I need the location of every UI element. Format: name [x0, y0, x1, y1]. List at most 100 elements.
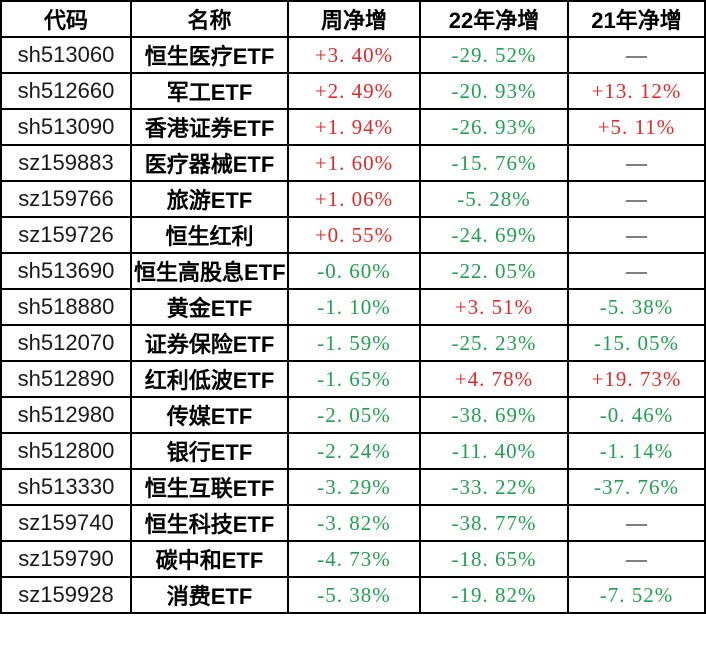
y21-change-cell: — [567, 504, 706, 542]
code-cell: sh512070 [0, 324, 132, 362]
week-change-cell: -5. 38% [287, 576, 421, 614]
week-change-cell: -4. 73% [287, 540, 421, 578]
y22-change-cell: -5. 28% [419, 180, 569, 218]
y22-change-cell: -11. 40% [419, 432, 569, 470]
name-cell: 恒生科技ETF [130, 504, 289, 542]
y22-change-cell: -20. 93% [419, 72, 569, 110]
name-cell: 恒生高股息ETF [130, 252, 289, 290]
name-cell: 红利低波ETF [130, 360, 289, 398]
name-cell: 恒生互联ETF [130, 468, 289, 506]
y21-change-cell: +13. 12% [567, 72, 706, 110]
y21-change-cell: -5. 38% [567, 288, 706, 326]
name-cell: 旅游ETF [130, 180, 289, 218]
y22-change-cell: +4. 78% [419, 360, 569, 398]
week-change-cell: -1. 59% [287, 324, 421, 362]
code-cell: sz159726 [0, 216, 132, 254]
y21-change-cell: — [567, 216, 706, 254]
table-row: sh513090 香港证券ETF +1. 94% -26. 93% +5. 11% [0, 108, 706, 146]
code-cell: sh513690 [0, 252, 132, 290]
week-change-cell: -3. 82% [287, 504, 421, 542]
table-row: sh512660 军工ETF +2. 49% -20. 93% +13. 12% [0, 72, 706, 110]
week-change-cell: +1. 94% [287, 108, 421, 146]
y22-change-cell: -26. 93% [419, 108, 569, 146]
y21-change-cell: -0. 46% [567, 396, 706, 434]
column-header-2: 周净增 [287, 0, 421, 38]
code-cell: sz159883 [0, 144, 132, 182]
name-cell: 消费ETF [130, 576, 289, 614]
name-cell: 碳中和ETF [130, 540, 289, 578]
table-row: sh518880 黄金ETF -1. 10% +3. 51% -5. 38% [0, 288, 706, 326]
table-row: sz159883 医疗器械ETF +1. 60% -15. 76% — [0, 144, 706, 182]
y21-change-cell: — [567, 540, 706, 578]
y22-change-cell: +3. 51% [419, 288, 569, 326]
week-change-cell: +1. 06% [287, 180, 421, 218]
code-cell: sz159928 [0, 576, 132, 614]
y21-change-cell: — [567, 252, 706, 290]
code-cell: sz159790 [0, 540, 132, 578]
name-cell: 恒生医疗ETF [130, 36, 289, 74]
table-row: sh512070 证券保险ETF -1. 59% -25. 23% -15. 05% [0, 324, 706, 362]
etf-change-table: 代码 名称 周净增 22年净增 21年净增 sh513060 恒生医疗ETF +3. 40%… [0, 0, 706, 614]
table-row: sz159766 旅游ETF +1. 06% -5. 28% — [0, 180, 706, 218]
y22-change-cell: -24. 69% [419, 216, 569, 254]
y22-change-cell: -29. 52% [419, 36, 569, 74]
table-row: sh513060 恒生医疗ETF +3. 40% -29. 52% — [0, 36, 706, 74]
week-change-cell: -3. 29% [287, 468, 421, 506]
column-header-3: 22年净增 [419, 0, 569, 38]
y22-change-cell: -33. 22% [419, 468, 569, 506]
y22-change-cell: -19. 82% [419, 576, 569, 614]
name-cell: 传媒ETF [130, 396, 289, 434]
table-row: sh512980 传媒ETF -2. 05% -38. 69% -0. 46% [0, 396, 706, 434]
week-change-cell: +1. 60% [287, 144, 421, 182]
name-cell: 银行ETF [130, 432, 289, 470]
week-change-cell: +3. 40% [287, 36, 421, 74]
code-cell: sh512660 [0, 72, 132, 110]
table-row: sh512800 银行ETF -2. 24% -11. 40% -1. 14% [0, 432, 706, 470]
y21-change-cell: +19. 73% [567, 360, 706, 398]
y21-change-cell: — [567, 36, 706, 74]
week-change-cell: +0. 55% [287, 216, 421, 254]
name-cell: 黄金ETF [130, 288, 289, 326]
y21-change-cell: -1. 14% [567, 432, 706, 470]
y22-change-cell: -15. 76% [419, 144, 569, 182]
y22-change-cell: -18. 65% [419, 540, 569, 578]
header-row: 代码 名称 周净增 22年净增 21年净增 [0, 0, 706, 38]
week-change-cell: -1. 10% [287, 288, 421, 326]
y21-change-cell: — [567, 180, 706, 218]
y21-change-cell: -37. 76% [567, 468, 706, 506]
y22-change-cell: -22. 05% [419, 252, 569, 290]
code-cell: sh518880 [0, 288, 132, 326]
code-cell: sh512800 [0, 432, 132, 470]
table-row: sz159740 恒生科技ETF -3. 82% -38. 77% — [0, 504, 706, 542]
table-body: sh513060 恒生医疗ETF +3. 40% -29. 52% — sh512660 军… [0, 36, 706, 614]
code-cell: sz159766 [0, 180, 132, 218]
table-row: sz159790 碳中和ETF -4. 73% -18. 65% — [0, 540, 706, 578]
code-cell: sz159740 [0, 504, 132, 542]
name-cell: 恒生红利 [130, 216, 289, 254]
week-change-cell: +2. 49% [287, 72, 421, 110]
name-cell: 证券保险ETF [130, 324, 289, 362]
column-header-4: 21年净增 [567, 0, 706, 38]
column-header-0: 代码 [0, 0, 132, 38]
y21-change-cell: -7. 52% [567, 576, 706, 614]
week-change-cell: -2. 05% [287, 396, 421, 434]
table-row: sh512890 红利低波ETF -1. 65% +4. 78% +19. 73% [0, 360, 706, 398]
code-cell: sh513330 [0, 468, 132, 506]
name-cell: 香港证券ETF [130, 108, 289, 146]
table-row: sh513690 恒生高股息ETF -0. 60% -22. 05% — [0, 252, 706, 290]
table-row: sz159726 恒生红利 +0. 55% -24. 69% — [0, 216, 706, 254]
code-cell: sh512980 [0, 396, 132, 434]
y21-change-cell: -15. 05% [567, 324, 706, 362]
code-cell: sh512890 [0, 360, 132, 398]
week-change-cell: -1. 65% [287, 360, 421, 398]
y22-change-cell: -38. 69% [419, 396, 569, 434]
y21-change-cell: +5. 11% [567, 108, 706, 146]
week-change-cell: -2. 24% [287, 432, 421, 470]
week-change-cell: -0. 60% [287, 252, 421, 290]
y21-change-cell: — [567, 144, 706, 182]
y22-change-cell: -25. 23% [419, 324, 569, 362]
name-cell: 医疗器械ETF [130, 144, 289, 182]
code-cell: sh513090 [0, 108, 132, 146]
code-cell: sh513060 [0, 36, 132, 74]
column-header-1: 名称 [130, 0, 289, 38]
